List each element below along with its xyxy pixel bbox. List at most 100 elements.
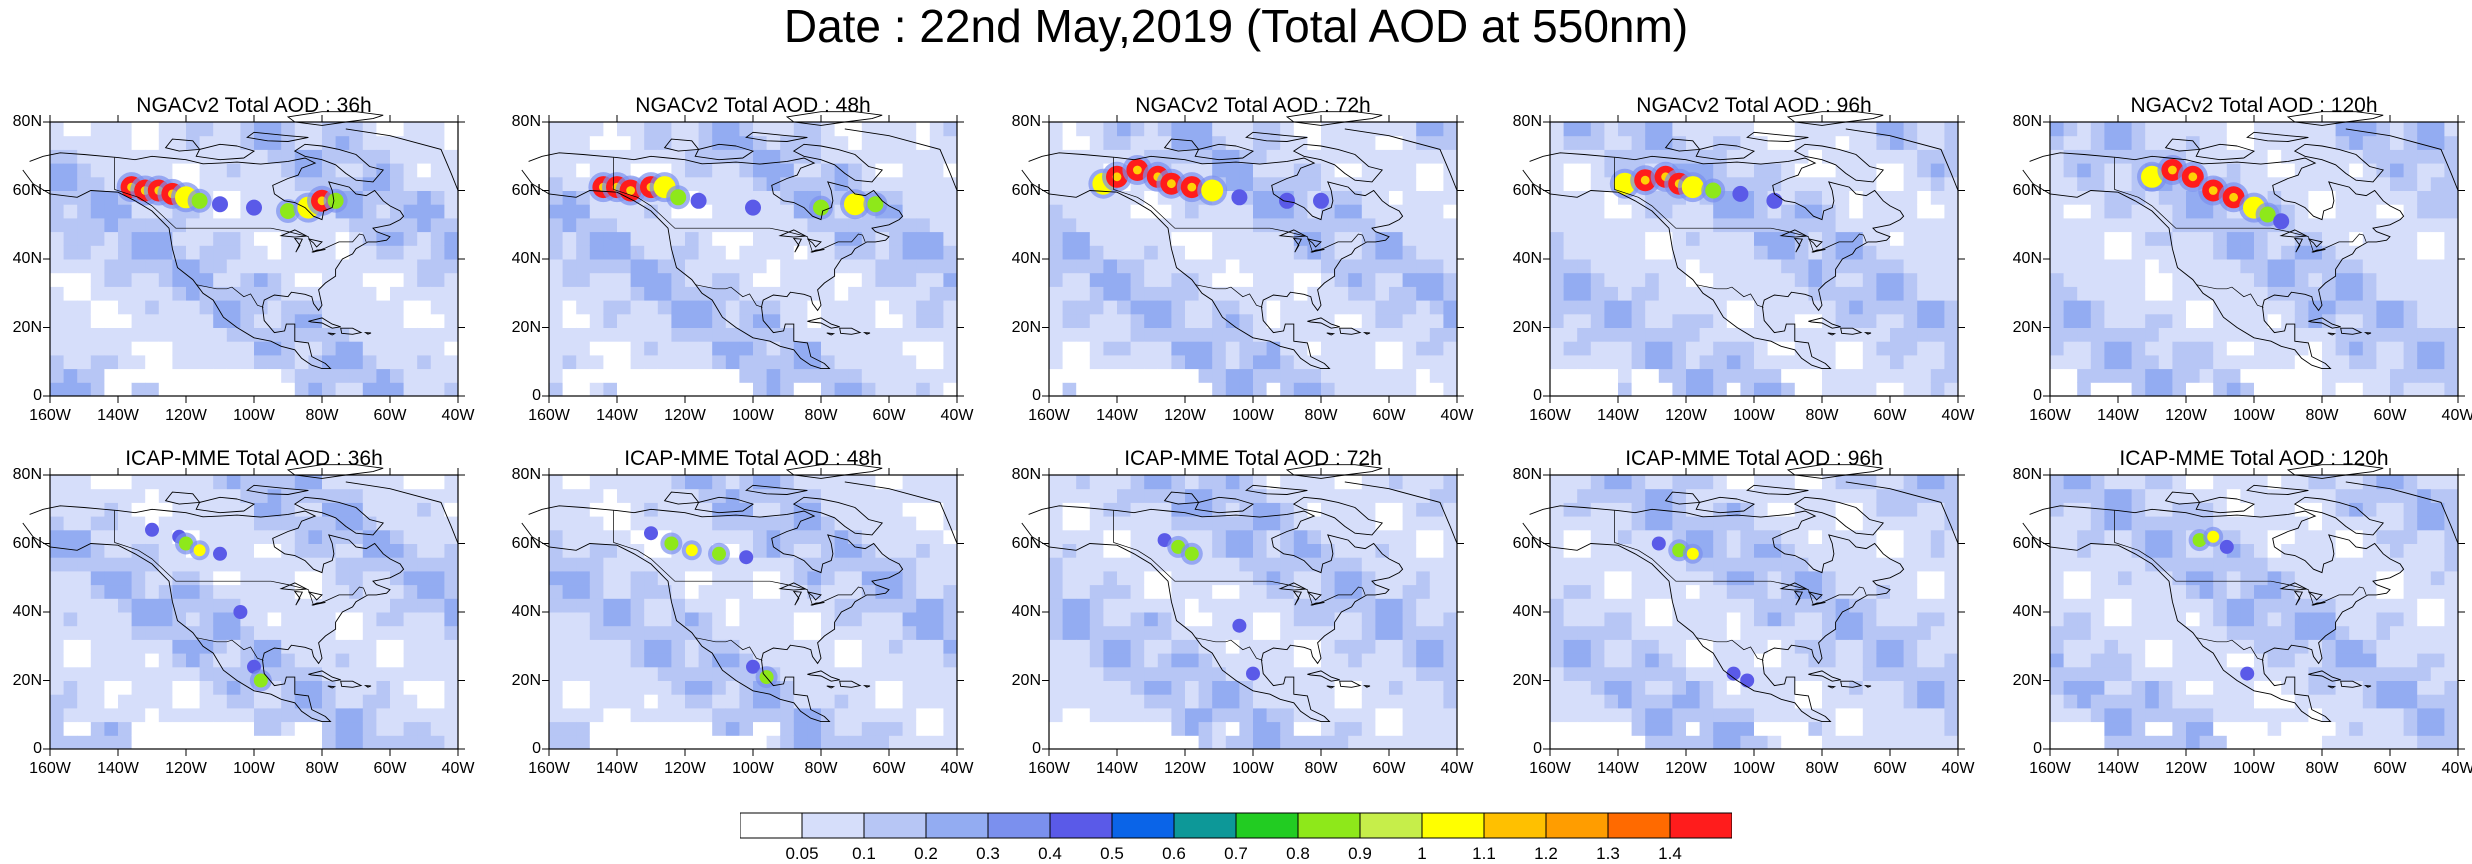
- lon-tick-label: 140W: [88, 761, 148, 777]
- aod-map: [1049, 122, 1457, 396]
- panel-title: ICAP-MME Total AOD : 48h: [549, 447, 957, 471]
- lon-tick-label: 160W: [1520, 408, 1580, 424]
- aod-map: [50, 475, 458, 749]
- lat-tick-label: 20N: [999, 320, 1041, 336]
- lat-tick-label: 60N: [999, 536, 1041, 552]
- colorbar-swatch: [1360, 813, 1422, 838]
- colorbar-swatch: [740, 813, 802, 838]
- lon-tick-label: 160W: [519, 761, 579, 777]
- lon-tick-label: 140W: [1588, 408, 1648, 424]
- colorbar-label: 0.05: [777, 844, 827, 864]
- lon-tick-label: 80W: [2292, 408, 2352, 424]
- lon-tick-label: 40W: [428, 408, 488, 424]
- lon-tick-label: 40W: [1928, 761, 1988, 777]
- colorbar-swatch: [1546, 813, 1608, 838]
- lon-tick-label: 160W: [2020, 408, 2080, 424]
- colorbar-swatch: [1112, 813, 1174, 838]
- lat-tick-label: 60N: [499, 183, 541, 199]
- lon-tick-label: 80W: [791, 761, 851, 777]
- lat-tick-label: 0: [1500, 388, 1542, 404]
- lon-tick-label: 100W: [224, 761, 284, 777]
- lon-tick-label: 160W: [20, 408, 80, 424]
- lon-tick-label: 100W: [1724, 408, 1784, 424]
- panel-title: NGACv2 Total AOD : 96h: [1550, 94, 1958, 118]
- lon-tick-label: 80W: [1792, 761, 1852, 777]
- colorbar-label: 0.3: [963, 844, 1013, 864]
- colorbar-label: 0.6: [1149, 844, 1199, 864]
- lat-tick-label: 40N: [0, 251, 42, 267]
- lat-tick-label: 60N: [2000, 536, 2042, 552]
- lon-tick-label: 160W: [1019, 408, 1079, 424]
- colorbar-label: 1.3: [1583, 844, 1633, 864]
- colorbar-swatch: [864, 813, 926, 838]
- lat-tick-label: 60N: [1500, 536, 1542, 552]
- lon-tick-label: 80W: [1792, 408, 1852, 424]
- lon-tick-label: 60W: [360, 761, 420, 777]
- lon-tick-label: 140W: [587, 761, 647, 777]
- aod-map: [1049, 475, 1457, 749]
- lat-tick-label: 40N: [999, 604, 1041, 620]
- lon-tick-label: 100W: [1223, 408, 1283, 424]
- lon-tick-label: 40W: [927, 408, 987, 424]
- lat-tick-label: 40N: [2000, 604, 2042, 620]
- lon-tick-label: 100W: [224, 408, 284, 424]
- colorbar-label: 1.2: [1521, 844, 1571, 864]
- panel-title: NGACv2 Total AOD : 48h: [549, 94, 957, 118]
- lon-tick-label: 120W: [1155, 761, 1215, 777]
- colorbar-swatch: [802, 813, 864, 838]
- lon-tick-label: 100W: [2224, 761, 2284, 777]
- lon-tick-label: 160W: [1520, 761, 1580, 777]
- lon-tick-label: 40W: [1928, 408, 1988, 424]
- lon-tick-label: 160W: [1019, 761, 1079, 777]
- lon-tick-label: 120W: [1155, 408, 1215, 424]
- lon-tick-label: 100W: [1724, 761, 1784, 777]
- lat-tick-label: 0: [2000, 388, 2042, 404]
- lat-tick-label: 40N: [999, 251, 1041, 267]
- lon-tick-label: 120W: [2156, 761, 2216, 777]
- lat-tick-label: 0: [0, 741, 42, 757]
- panel-title: ICAP-MME Total AOD : 72h: [1049, 447, 1457, 471]
- aod-map: [50, 122, 458, 396]
- lon-tick-label: 60W: [2360, 761, 2420, 777]
- lon-tick-label: 40W: [1427, 408, 1487, 424]
- lat-tick-label: 60N: [499, 536, 541, 552]
- lat-tick-label: 80N: [1500, 114, 1542, 130]
- lat-tick-label: 40N: [499, 251, 541, 267]
- aod-colorbar: [740, 812, 1732, 840]
- aod-map: [549, 122, 957, 396]
- panel-title: NGACv2 Total AOD : 36h: [50, 94, 458, 118]
- lat-tick-label: 0: [499, 741, 541, 757]
- lat-tick-label: 80N: [1500, 467, 1542, 483]
- colorbar-swatch: [1422, 813, 1484, 838]
- lon-tick-label: 60W: [859, 761, 919, 777]
- lat-tick-label: 0: [0, 388, 42, 404]
- lon-tick-label: 120W: [156, 408, 216, 424]
- lat-tick-label: 40N: [0, 604, 42, 620]
- lon-tick-label: 140W: [1087, 408, 1147, 424]
- lon-tick-label: 80W: [2292, 761, 2352, 777]
- lon-tick-label: 140W: [1087, 761, 1147, 777]
- lat-tick-label: 60N: [0, 536, 42, 552]
- lat-tick-label: 80N: [999, 467, 1041, 483]
- colorbar-swatch: [1298, 813, 1360, 838]
- lat-tick-label: 0: [1500, 741, 1542, 757]
- colorbar-swatch: [926, 813, 988, 838]
- lon-tick-label: 120W: [1656, 408, 1716, 424]
- panel-title: NGACv2 Total AOD : 120h: [2050, 94, 2458, 118]
- lon-tick-label: 100W: [723, 408, 783, 424]
- lat-tick-label: 20N: [499, 320, 541, 336]
- lon-tick-label: 140W: [2088, 408, 2148, 424]
- colorbar-swatch: [1608, 813, 1670, 838]
- lat-tick-label: 80N: [2000, 467, 2042, 483]
- lat-tick-label: 60N: [2000, 183, 2042, 199]
- lat-tick-label: 0: [999, 741, 1041, 757]
- lon-tick-label: 60W: [360, 408, 420, 424]
- lon-tick-label: 120W: [1656, 761, 1716, 777]
- lon-tick-label: 60W: [1860, 761, 1920, 777]
